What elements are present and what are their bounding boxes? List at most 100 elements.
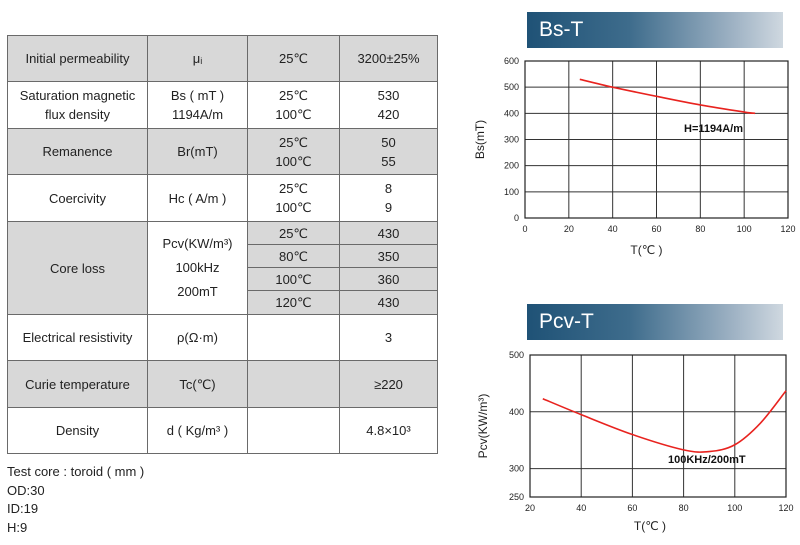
symbol-cell: Hc ( A/m ) [147,174,248,222]
value-line: 9 [384,200,393,215]
temp-cell: 120℃ [247,290,340,315]
temp-line: 100℃ [275,153,312,169]
x-tick-label: 40 [576,503,586,513]
value-cell: 350 [339,244,438,268]
chart-annotation: 100KHz/200mT [668,454,746,466]
x-axis-label: T(℃ ) [630,243,662,257]
table-row: Coercivity Hc ( A/m ) 25℃ 100℃ 8 9 [7,174,438,222]
y-tick-label: 200 [504,161,519,171]
x-tick-label: 100 [727,503,742,513]
y-tick-label: 600 [504,56,519,66]
x-tick-label: 120 [780,224,795,234]
y-tick-label: 0 [514,213,519,223]
temp-line: 25℃ [278,88,309,103]
note-line: H:9 [7,519,28,535]
y-tick-label: 250 [509,492,524,502]
value-line: 420 [377,107,400,122]
temp-line: 25℃ [278,181,309,196]
plot-frame [524,60,789,219]
x-tick-label: 60 [651,224,661,234]
temp-cell: 25℃ 100℃ [247,174,340,222]
temp-cell [247,407,340,454]
note-line: OD:30 [7,482,45,498]
x-tick-label: 40 [608,224,618,234]
symbol-line: 200mT [177,284,218,299]
y-tick-label: 300 [504,135,519,145]
symbol-cell: d ( Kg/m³ ) [147,407,248,454]
value-cell: 530 420 [339,81,438,129]
symbol-line: 1194A/m [171,107,224,122]
series-line [579,78,756,115]
y-tick-label: 500 [504,82,519,92]
note-line: Test core : toroid ( mm ) [7,464,145,479]
value-cell: 50 55 [339,128,438,175]
chart-annotation: H=1194A/m [684,123,743,135]
temp-cell: 100℃ [247,267,340,291]
table-row: Saturation magnetic flux density Bs ( mT… [7,81,438,129]
y-tick-label: 300 [509,464,524,474]
symbol-line: Pcv(KW/m³) [162,236,233,251]
table-row: 120℃ 430 [8,290,438,315]
value-line: 8 [384,181,393,196]
table-row: Curie temperature Tc(℃) ≥220 [7,360,438,408]
symbol-cell: ρ(Ω·m) [147,314,248,361]
properties-table: Initial permeability μᵢ 25℃ 3200±25% Sat… [7,35,438,454]
temp-cell: 25℃ [247,35,340,82]
chart-0: 0 20 40 60 80 100 120 0 100 200 300 400 500 600 H=1194… [473,56,796,257]
x-tick-label: 120 [778,503,793,513]
test-core-notes: Test core : toroid ( mm ) OD:30 ID:19 H:… [7,463,144,537]
symbol-cell: Bs ( mT ) 1194A/m [147,81,248,129]
table-row: Remanence Br(mT) 25℃ 100℃ 50 55 [7,128,438,175]
value-cell: 3 [339,314,438,361]
x-tick-label: 80 [679,503,689,513]
y-tick-label: 400 [504,108,519,118]
symbol-line: 100kHz [175,260,220,275]
y-tick-label: 400 [509,407,524,417]
y-tick-label: 500 [509,350,524,360]
table-row: 80℃ 350 [8,244,438,268]
pcv-t-chart-title: Pcv-T [527,304,783,340]
symbol-cell: Br(mT) [147,128,248,175]
property-cell: Curie temperature [7,360,148,408]
property-cell: Core loss [7,221,148,315]
symbol-cell: Tc(℃) [147,360,248,408]
value-cell: 430 [339,290,438,315]
table-row: 100℃ 360 [8,267,438,291]
x-tick-label: 80 [695,224,705,234]
y-tick-label: 100 [504,187,519,197]
x-tick-label: 0 [522,224,527,234]
plot-frame [529,354,787,498]
series-line [542,390,787,453]
symbol-line: Bs ( mT ) [170,88,225,103]
y-axis-label: Pcv(KW/m³) [476,394,490,459]
property-line: flux density [44,107,111,122]
value-cell: 3200±25% [339,35,438,82]
property-cell: Initial permeability [7,35,148,82]
temp-line: 100℃ [275,107,312,122]
table-row: Electrical resistivity ρ(Ω·m) 3 [7,314,438,361]
property-line: Saturation magnetic [19,88,136,103]
property-cell: Remanence [7,128,148,175]
temp-line: 100℃ [275,200,312,215]
value-line: 55 [381,153,396,169]
table-row: Core loss Pcv(KW/m³) 100kHz 200mT 25℃ 43… [7,221,438,315]
value-cell: 360 [339,267,438,291]
table-row: Initial permeability μᵢ 25℃ 3200±25% [7,35,438,82]
y-axis-label: Bs(mT) [473,120,487,159]
x-tick-label: 100 [737,224,752,234]
x-tick-label: 20 [564,224,574,234]
value-cell: 4.8×10³ [339,407,438,454]
table-row: Density d ( Kg/m³ ) 4.8×10³ [7,407,438,454]
property-cell: Saturation magnetic flux density [7,81,148,129]
property-cell: Coercivity [7,174,148,222]
x-axis-label: T(℃ ) [634,519,666,533]
property-cell: Density [7,407,148,454]
value-cell: 8 9 [339,174,438,222]
value-line: 530 [377,88,400,103]
temp-line: 25℃ [278,134,309,150]
chart-1: 20 40 60 80 100 120 250 300 400 500 100KHz/200mT T(… [476,350,794,533]
temp-cell: 25℃ 100℃ [247,128,340,175]
value-cell: ≥220 [339,360,438,408]
x-tick-label: 60 [627,503,637,513]
